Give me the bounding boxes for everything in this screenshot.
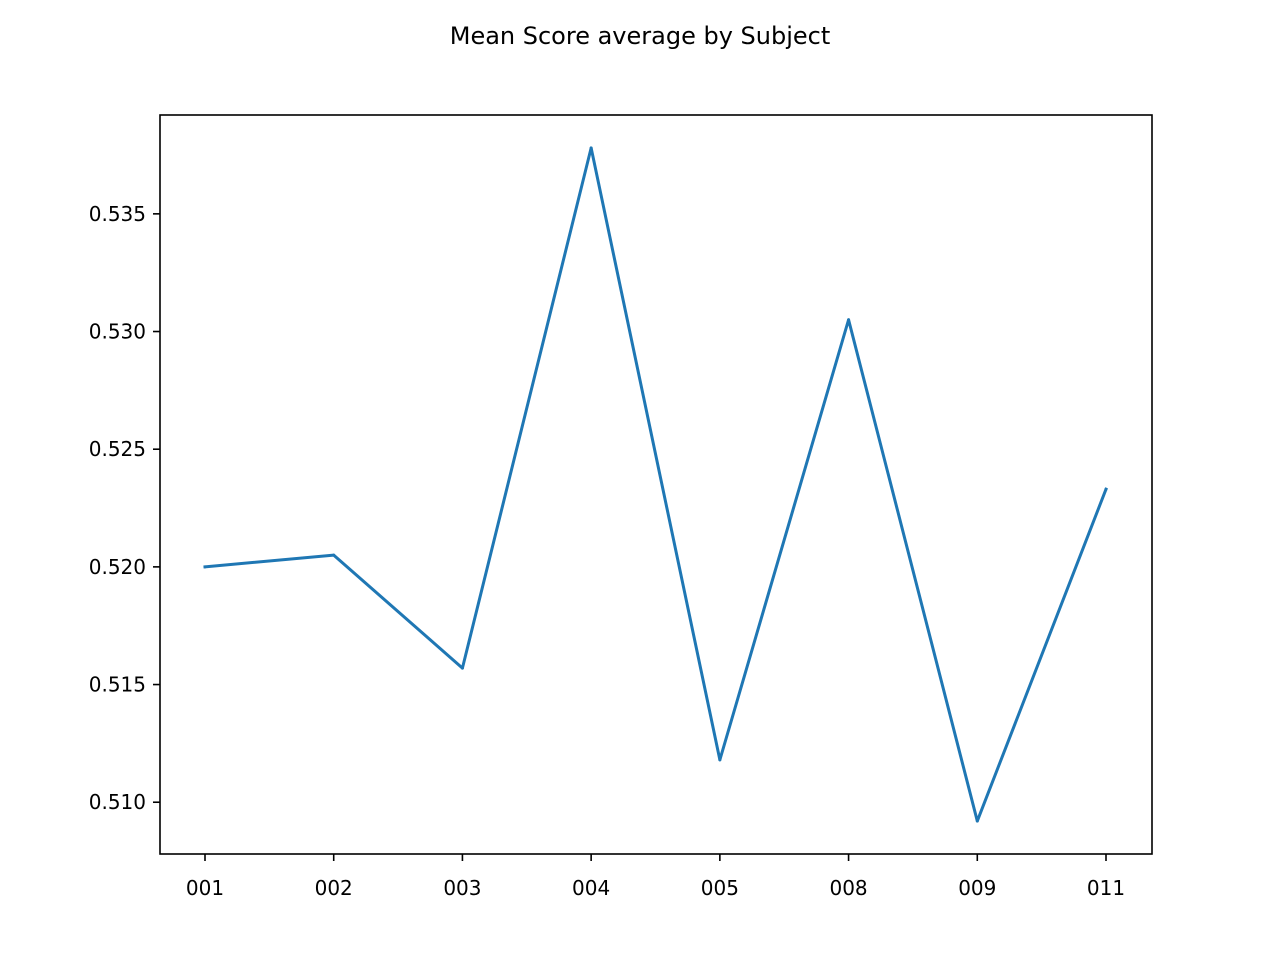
y-tick-label: 0.510 <box>89 790 146 814</box>
series-line <box>203 146 1108 823</box>
y-tick-label: 0.530 <box>89 320 146 344</box>
plot-area: 0.510 0.515 0.520 0.525 0.530 0.535 001 002 003 0… <box>89 114 1153 900</box>
y-tick-label: 0.515 <box>89 673 146 697</box>
x-tick-label: 008 <box>829 876 867 900</box>
x-tick-label: 011 <box>1087 876 1125 900</box>
chart-title: Mean Score average by Subject <box>450 22 831 50</box>
data-point <box>460 666 464 670</box>
y-tick-label: 0.520 <box>89 555 146 579</box>
data-point <box>975 819 979 823</box>
y-tick-label: 0.535 <box>89 202 146 226</box>
x-tick-label: 001 <box>186 876 224 900</box>
x-tick-label: 004 <box>572 876 610 900</box>
data-point <box>332 553 336 557</box>
data-point <box>847 318 851 322</box>
y-tick-label: 0.525 <box>89 437 146 461</box>
axes-frame <box>159 114 1153 855</box>
x-tick-label: 005 <box>701 876 739 900</box>
x-tick-label: 009 <box>958 876 996 900</box>
data-point <box>589 146 593 150</box>
x-tick-label: 003 <box>443 876 481 900</box>
x-tick-label: 002 <box>315 876 353 900</box>
data-point <box>1104 487 1108 491</box>
data-point <box>203 565 207 569</box>
data-point <box>718 758 722 762</box>
